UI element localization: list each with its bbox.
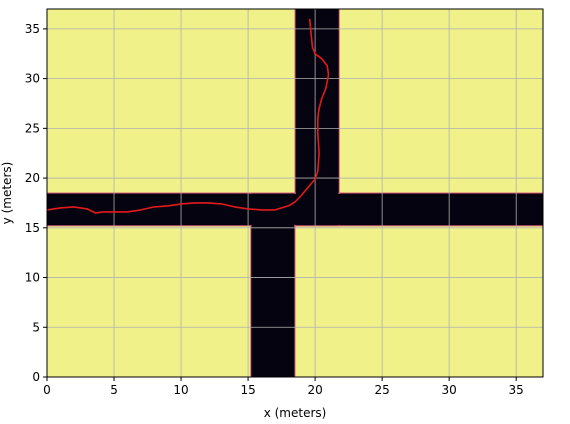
x-tick-label: 15: [240, 383, 255, 397]
y-axis-label: y (meters): [0, 162, 14, 225]
y-tick-label: 5: [32, 320, 40, 334]
x-tick-label: 0: [43, 383, 51, 397]
road-fill-vertical-upper-core: [296, 9, 339, 225]
plot-area: [47, 9, 543, 377]
x-tick-label: 20: [307, 383, 322, 397]
road-fill-vertical-lower-core: [251, 194, 294, 377]
y-tick-label: 30: [25, 72, 40, 86]
x-axis: 0 5 10 15 20 25 30 35: [43, 377, 524, 397]
x-tick-label: 30: [442, 383, 457, 397]
trajectory-layer: [47, 18, 330, 214]
x-tick-label: 25: [374, 383, 389, 397]
y-tick-label: 35: [25, 22, 40, 36]
x-tick-label: 10: [173, 383, 188, 397]
y-axis: 0 5 10 15 20 25 30 35: [25, 22, 47, 384]
y-tick-label: 20: [25, 171, 40, 185]
trajectory-line: [47, 18, 330, 214]
road-fill-horizontal-core: [47, 194, 543, 225]
y-tick-label: 15: [25, 221, 40, 235]
x-tick-label: 5: [110, 383, 118, 397]
y-tick-label: 10: [25, 271, 40, 285]
x-tick-label: 35: [509, 383, 524, 397]
y-tick-label: 0: [32, 370, 40, 384]
y-tick-label: 25: [25, 121, 40, 135]
grid-lines: [47, 9, 543, 377]
x-axis-label: x (meters): [264, 406, 327, 420]
plot-frame: [46, 8, 544, 378]
